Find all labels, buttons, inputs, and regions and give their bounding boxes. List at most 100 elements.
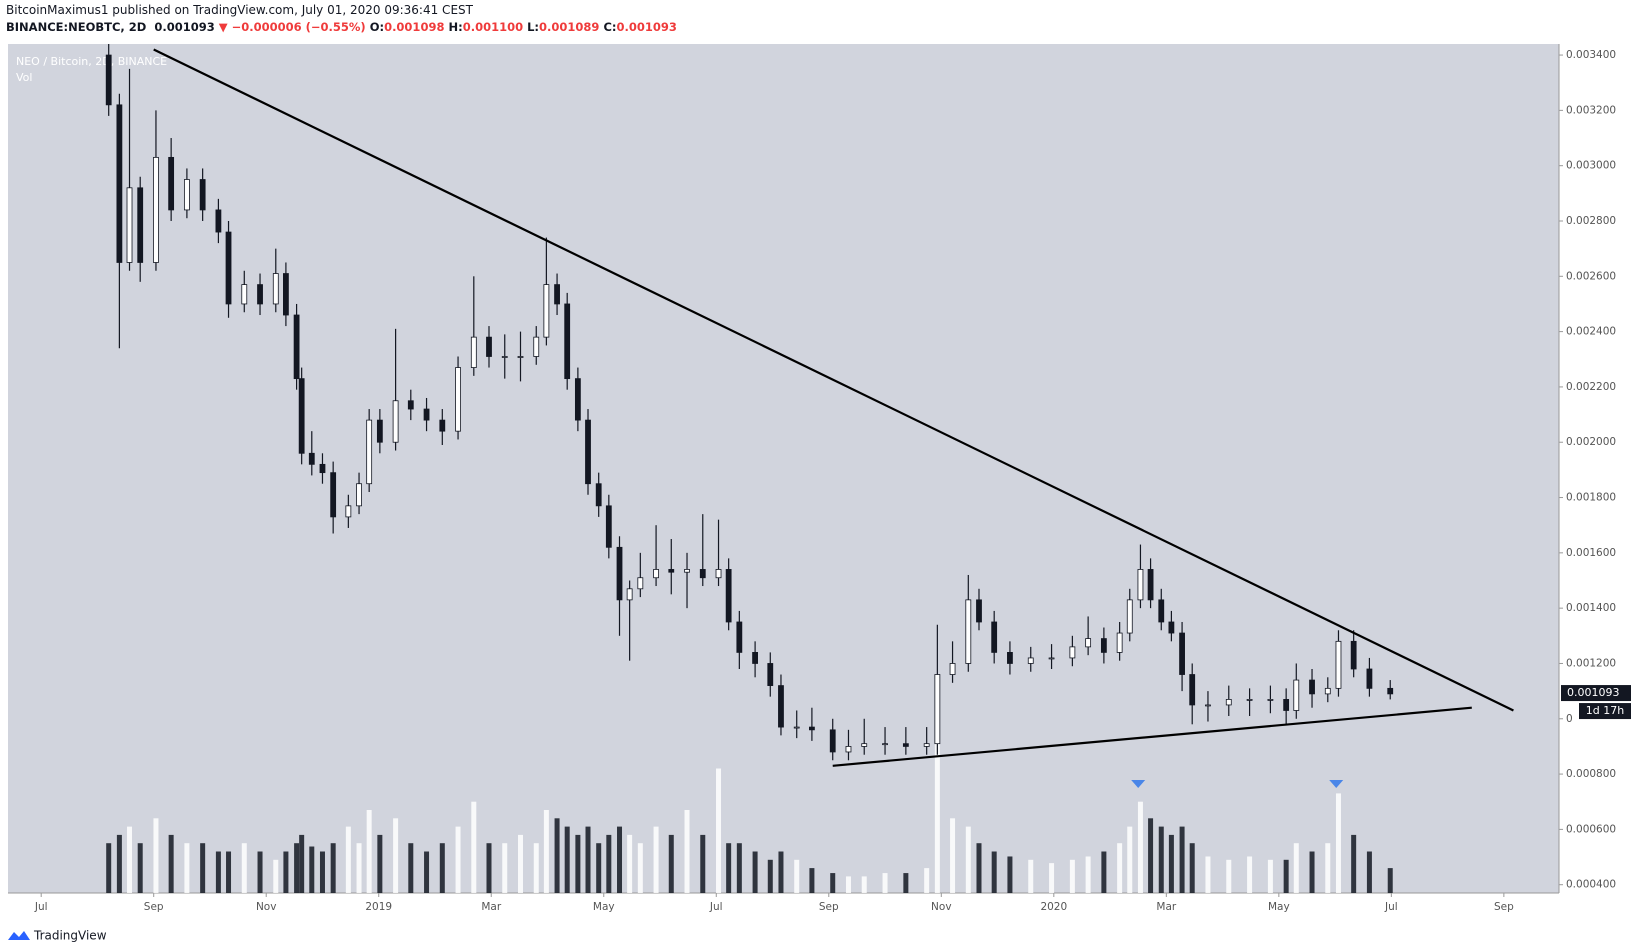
volume-bar — [393, 818, 399, 893]
volume-bar — [778, 851, 784, 893]
footer-logo: TradingView — [8, 929, 107, 943]
x-tick-label: Mar — [481, 901, 501, 913]
y-tick-label: 0.002000 — [1566, 436, 1616, 448]
candles — [105, 44, 1394, 761]
volume-bar — [794, 859, 800, 893]
candle-body — [1137, 569, 1144, 601]
candle-body — [392, 400, 399, 443]
volume-bar — [752, 851, 758, 893]
candle-body — [283, 273, 289, 316]
volume-bar — [1351, 834, 1357, 893]
marker-triangle — [1131, 780, 1146, 788]
x-tick-label: Sep — [819, 901, 839, 913]
volume-bar — [1226, 859, 1232, 893]
x-tick-label: Sep — [144, 901, 164, 913]
candle-body — [668, 569, 675, 573]
volume-bar — [486, 843, 492, 893]
candle-body — [501, 356, 508, 358]
volume-bar — [845, 876, 851, 893]
y-tick-label: 0.001400 — [1566, 602, 1616, 614]
o-label: O: — [369, 20, 385, 34]
volume-bar — [1283, 859, 1289, 893]
volume-bar — [241, 843, 247, 893]
volume-bar — [1148, 818, 1154, 893]
candle-body — [168, 156, 175, 211]
candle-body — [470, 336, 477, 368]
candle-body — [105, 54, 112, 106]
volume-bar — [1309, 851, 1315, 893]
volume-bar — [439, 843, 445, 893]
volume-bar — [767, 859, 773, 893]
volume-bar — [882, 873, 888, 893]
candle-body — [1027, 657, 1034, 664]
o-value: 0.001098 — [384, 20, 445, 34]
volume-bar — [1189, 843, 1195, 893]
candle-body — [1069, 646, 1076, 659]
volume-bar — [903, 873, 909, 893]
l-label: L: — [527, 20, 540, 34]
marker-triangle — [1329, 780, 1344, 788]
y-tick-label: 0.002800 — [1566, 215, 1616, 227]
candle-body — [1168, 621, 1175, 634]
volume-bar — [637, 843, 643, 893]
candle-body — [595, 483, 602, 507]
volume-bar — [684, 810, 690, 893]
candle-body — [585, 419, 591, 485]
volume-bar — [517, 834, 523, 893]
h-label: H: — [448, 20, 463, 34]
candle-body — [366, 419, 373, 485]
x-tick-label: 2020 — [1040, 901, 1067, 913]
volume-bar — [596, 843, 602, 893]
volume-bar — [471, 801, 477, 893]
published-line: BitcoinMaximus1 published on TradingView… — [6, 3, 473, 17]
x-tick-label: Nov — [931, 901, 952, 913]
volume-bar — [1179, 826, 1185, 893]
candle-body — [829, 729, 836, 753]
symbol-line: BINANCE:NEOBTC, 2D 0.001093 ▼ −0.000006 … — [6, 19, 677, 36]
volume-bar — [345, 826, 351, 893]
y-tick-label: 0.003200 — [1566, 104, 1616, 116]
volume-bar — [1387, 868, 1393, 893]
volume-bar — [617, 826, 623, 893]
candle-body — [126, 187, 133, 263]
y-tick-label: 0.001200 — [1566, 657, 1616, 669]
candle-body — [1387, 687, 1394, 695]
volume-bar — [1325, 843, 1331, 893]
volume-bar — [1366, 851, 1372, 893]
volume-bar — [861, 876, 867, 893]
header: BitcoinMaximus1 published on TradingView… — [6, 2, 677, 36]
candle-body — [199, 179, 206, 211]
volume-bar — [294, 843, 300, 893]
trend-line — [832, 706, 1472, 767]
y-tick-label: 0.001600 — [1566, 547, 1616, 559]
candle-body — [1100, 638, 1107, 653]
l-value: 0.001089 — [539, 20, 600, 34]
volume-bar — [554, 818, 560, 893]
volume-bar — [319, 851, 325, 893]
volume-bar — [1117, 843, 1123, 893]
volume-bar — [377, 834, 383, 893]
candle-body — [1283, 699, 1290, 711]
y-tick-label: 0.003400 — [1566, 49, 1616, 61]
candle-body — [486, 336, 492, 357]
candle-body — [736, 621, 743, 653]
volume-bar — [575, 834, 581, 893]
candle-body — [1309, 679, 1315, 695]
x-tick-label: May — [1268, 901, 1290, 913]
candle-body — [153, 156, 159, 263]
y-tick-label: 0.002200 — [1566, 381, 1616, 393]
candle-body — [991, 621, 998, 653]
candle-body — [225, 231, 232, 305]
c-label: C: — [603, 20, 617, 34]
volume-bar — [1293, 843, 1299, 893]
volume-bar — [1158, 826, 1164, 893]
candle-body — [298, 378, 305, 454]
candle-body — [949, 663, 956, 675]
candle-body — [809, 726, 815, 731]
candle-body — [423, 408, 430, 421]
volume-bar — [668, 834, 674, 893]
candle-body — [923, 743, 930, 747]
volume-bar — [1137, 801, 1143, 893]
volume-bar — [424, 851, 430, 893]
candle-body — [699, 569, 706, 579]
